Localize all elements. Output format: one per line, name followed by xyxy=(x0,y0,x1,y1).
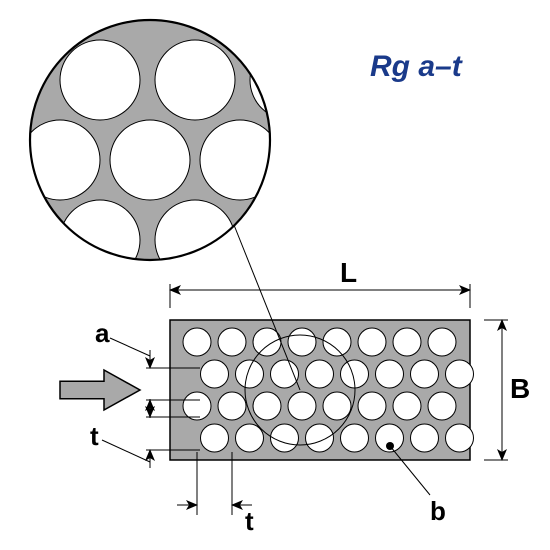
dim-b-label: b xyxy=(430,496,446,526)
perforation-diagram: L Ba t t b xyxy=(0,0,550,550)
direction-arrow-icon xyxy=(60,370,140,410)
dim-t-left-label: t xyxy=(90,421,99,451)
formula-title: Rg a–t xyxy=(370,50,462,84)
dim-a-label: a xyxy=(95,318,110,348)
dim-t-bottom-label: t xyxy=(245,506,254,536)
dim-B-label: B xyxy=(510,373,530,404)
perforated-plate xyxy=(170,320,474,460)
dim-L-label: L xyxy=(340,257,357,288)
zoom-detail xyxy=(20,15,370,280)
